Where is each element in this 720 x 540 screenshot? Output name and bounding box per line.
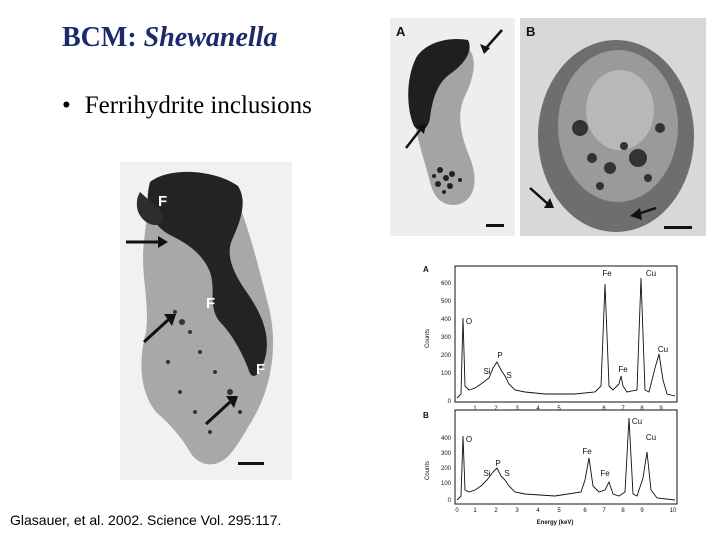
tem-label-f1: F <box>158 193 167 210</box>
tem-label-f3: F <box>256 361 265 378</box>
spectrum-b-trace <box>456 417 676 501</box>
peak-s-b: S <box>504 469 509 478</box>
peak-o-b: O <box>466 435 472 444</box>
bullet-mark: • <box>62 92 71 119</box>
spectra-b-xtick: 0 <box>455 508 459 514</box>
spectra-b-xtick: 8 <box>621 508 625 514</box>
peak-fe-a: Fe <box>602 269 612 278</box>
tem-a-svg: A <box>396 24 504 227</box>
spectra-a-xtick: 8 <box>640 406 644 412</box>
peak-cu-a: Cu <box>646 269 656 278</box>
spectra-b-ytick: 200 <box>441 466 452 472</box>
spectra-b-xtick: 6 <box>583 508 587 514</box>
spectra-a-xtick: 9 <box>659 406 663 412</box>
tem-a-label: A <box>396 24 406 39</box>
bullet-text: Ferrihydrite inclusions <box>84 92 312 119</box>
peak-si-b: Si <box>483 469 490 478</box>
spectra-b-ytick: 300 <box>441 451 452 457</box>
spectra-a-ytick: 100 <box>441 371 452 377</box>
spectra-b-ytick: 100 <box>441 481 452 487</box>
tem-b-label: B <box>526 24 535 39</box>
tem-image-left: F F F <box>120 162 292 480</box>
spectra-xlabel: Energy (keV) <box>537 520 574 526</box>
spectra-b-xtick: 9 <box>640 508 644 514</box>
bullet-item: • Ferrihydrite inclusions <box>62 92 312 120</box>
peak-fe-b: Fe <box>582 447 592 456</box>
spectra-a-ytick: 500 <box>441 299 452 305</box>
peak-cu2-b: Cu <box>646 433 656 442</box>
spectra-b-letter: B <box>423 411 429 420</box>
peak-cu-b: Cu <box>632 417 642 426</box>
spectra-b-xtick: 3 <box>515 508 519 514</box>
tem-label-f2: F <box>206 295 215 312</box>
peak-fe2-b: Fe <box>600 469 610 478</box>
spectra-a-xtick: 2 <box>494 406 498 412</box>
spectra-b-xtick: 5 <box>557 508 561 514</box>
spectra-b-ytick: 0 <box>448 498 452 504</box>
spectra-a-ytick: 300 <box>441 335 452 341</box>
spectra-b-xtick: 1 <box>473 508 477 514</box>
spectra-a-xtick: 3 <box>515 406 519 412</box>
spectrum-a-trace <box>456 277 676 399</box>
eds-spectra-figure: A Counts 600 500 400 300 200 100 0 1 2 3… <box>405 258 705 530</box>
spectra-b-ylabel: Counts <box>425 461 431 480</box>
spectra-a-ytick: 400 <box>441 317 452 323</box>
spectra-b-xtick: 2 <box>494 508 498 514</box>
peak-p-a: P <box>497 351 502 360</box>
spectra-a-xtick: 6 <box>602 406 606 412</box>
tem-image-a: A <box>390 18 515 236</box>
peak-cu2-a: Cu <box>658 345 668 354</box>
citation-text: Glasauer, et al. 2002. Science Vol. 295:… <box>10 512 282 528</box>
spectra-b-ytick: 400 <box>441 436 452 442</box>
peak-fe2-a: Fe <box>618 365 628 374</box>
spectra-b-xtick: 10 <box>670 508 677 514</box>
peak-o-a: O <box>466 317 472 326</box>
spectra-a-ytick: 0 <box>448 399 452 405</box>
eds-spectra-svg: A Counts 600 500 400 300 200 100 0 1 2 3… <box>423 265 678 526</box>
spectra-a-xtick: 7 <box>621 406 625 412</box>
peak-p-b: P <box>495 459 500 468</box>
spectra-a-xtick: 5 <box>557 406 561 412</box>
spectra-a-xtick: 4 <box>536 406 540 412</box>
spectra-a-ytick: 200 <box>441 353 452 359</box>
spectra-a-ylabel: Counts <box>425 329 431 348</box>
tem-image-b: B <box>520 18 706 236</box>
title-prefix: BCM: <box>62 22 144 53</box>
spectra-b-xtick: 7 <box>602 508 606 514</box>
spectra-a-ytick: 600 <box>441 281 452 287</box>
spectra-a-xtick: 1 <box>473 406 477 412</box>
tem-left-svg: F F F <box>126 171 274 465</box>
peak-si-a: Si <box>483 367 490 376</box>
spectra-a-letter: A <box>423 265 429 274</box>
title-italic: Shewanella <box>143 22 278 53</box>
slide-title: BCM: Shewanella <box>62 22 277 54</box>
tem-b-svg: B <box>520 18 706 236</box>
spectra-b-xtick: 4 <box>536 508 540 514</box>
peak-s-a: S <box>506 371 511 380</box>
